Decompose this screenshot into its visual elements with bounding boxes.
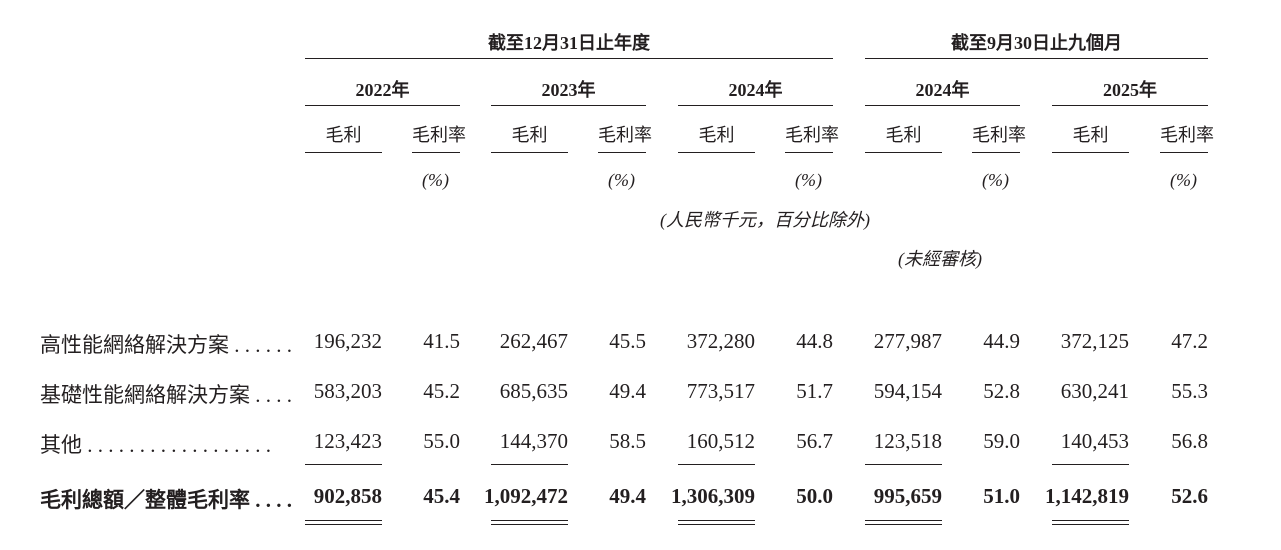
year-rule-2024-fy — [678, 105, 833, 106]
table-cell-total: 995,659 — [873, 484, 942, 508]
subtotal-rule — [491, 464, 568, 465]
percent-unit-2023: (%) — [608, 170, 635, 190]
header-nine-months-group: 截至9月30日止九個月 — [951, 33, 1122, 53]
table-cell: 44.8 — [796, 329, 833, 353]
table-cell: 262,467 — [499, 329, 568, 353]
subheader-gross-margin-2024-9m: 毛利率 — [972, 125, 1026, 145]
table-cell: 372,125 — [1060, 329, 1129, 353]
table-cell: 44.9 — [983, 329, 1020, 353]
year-rule-2022 — [305, 105, 460, 106]
percent-unit-2022: (%) — [422, 170, 449, 190]
total-double-rule — [865, 520, 942, 525]
subheader-rule — [678, 152, 755, 153]
table-cell: 58.5 — [609, 429, 646, 453]
unaudited-note: (未經審核) — [898, 249, 982, 269]
table-cell: 59.0 — [983, 429, 1020, 453]
table-cell: 55.3 — [1171, 379, 1208, 403]
table-cell: 56.8 — [1171, 429, 1208, 453]
year-header-2023: 2023年 — [541, 80, 596, 100]
year-header-2024-fy: 2024年 — [728, 80, 783, 100]
row-label-high-performance: 高性能網絡解決方案 . . . . . . — [40, 333, 292, 357]
table-cell-total: 902,858 — [313, 484, 382, 508]
table-cell: 47.2 — [1171, 329, 1208, 353]
table-cell: 630,241 — [1060, 379, 1129, 403]
subheader-rule — [305, 152, 382, 153]
subheader-gross-profit-2023: 毛利 — [511, 125, 548, 145]
subtotal-rule — [305, 464, 382, 465]
subheader-gross-profit-2024-fy: 毛利 — [698, 125, 735, 145]
table-cell-total: 45.4 — [423, 484, 460, 508]
total-double-rule — [491, 520, 568, 525]
table-cell-total: 49.4 — [609, 484, 646, 508]
subheader-rule — [972, 152, 1020, 153]
subheader-rule — [785, 152, 833, 153]
subheader-rule — [491, 152, 568, 153]
percent-unit-2024-9m: (%) — [982, 170, 1009, 190]
header-nine-months-rule — [865, 58, 1208, 59]
subheader-rule — [598, 152, 646, 153]
subheader-rule — [1052, 152, 1129, 153]
subheader-gross-profit-2025-9m: 毛利 — [1072, 125, 1109, 145]
total-double-rule — [305, 520, 382, 525]
table-cell-total: 1,306,309 — [671, 484, 755, 508]
row-label-total: 毛利總額／整體毛利率 . . . . — [40, 488, 292, 512]
table-cell: 49.4 — [609, 379, 646, 403]
table-cell-total: 52.6 — [1171, 484, 1208, 508]
subheader-rule — [412, 152, 460, 153]
row-label-basic-performance: 基礎性能網絡解決方案 . . . . — [40, 383, 292, 407]
table-cell: 51.7 — [796, 379, 833, 403]
percent-unit-2024-fy: (%) — [795, 170, 822, 190]
subheader-rule — [865, 152, 942, 153]
total-double-rule — [1052, 520, 1129, 525]
table-cell-total: 1,092,472 — [484, 484, 568, 508]
year-header-2022: 2022年 — [355, 80, 410, 100]
table-cell-total: 51.0 — [983, 484, 1020, 508]
table-cell: 144,370 — [499, 429, 568, 453]
table-cell: 41.5 — [423, 329, 460, 353]
subheader-gross-margin-2025-9m: 毛利率 — [1160, 125, 1214, 145]
table-cell: 56.7 — [796, 429, 833, 453]
subheader-gross-margin-2023: 毛利率 — [598, 125, 652, 145]
year-rule-2024-9m — [865, 105, 1020, 106]
table-cell: 55.0 — [423, 429, 460, 453]
subheader-rule — [1160, 152, 1208, 153]
table-cell: 594,154 — [873, 379, 942, 403]
table-cell-total: 1,142,819 — [1045, 484, 1129, 508]
header-year-end-group: 截至12月31日止年度 — [488, 33, 650, 53]
year-rule-2025-9m — [1052, 105, 1208, 106]
header-year-end-rule — [305, 58, 833, 59]
subheader-gross-margin-2022: 毛利率 — [412, 125, 466, 145]
table-cell: 52.8 — [983, 379, 1020, 403]
total-double-rule — [678, 520, 755, 525]
subheader-gross-profit-2024-9m: 毛利 — [885, 125, 922, 145]
subheader-gross-margin-2024-fy: 毛利率 — [785, 125, 839, 145]
year-header-2024-9m: 2024年 — [915, 80, 970, 100]
percent-unit-2025-9m: (%) — [1170, 170, 1197, 190]
table-cell: 583,203 — [313, 379, 382, 403]
row-label-others: 其他 . . . . . . . . . . . . . . . . . . — [40, 433, 271, 457]
table-cell: 45.2 — [423, 379, 460, 403]
table-cell: 140,453 — [1060, 429, 1129, 453]
table-cell: 685,635 — [499, 379, 568, 403]
table-cell: 45.5 — [609, 329, 646, 353]
table-cell: 196,232 — [313, 329, 382, 353]
year-rule-2023 — [491, 105, 646, 106]
table-cell: 123,518 — [873, 429, 942, 453]
table-cell: 160,512 — [686, 429, 755, 453]
unit-note: (人民幣千元，百分比除外) — [660, 210, 870, 230]
subtotal-rule — [865, 464, 942, 465]
subtotal-rule — [1052, 464, 1129, 465]
table-cell: 773,517 — [686, 379, 755, 403]
subtotal-rule — [678, 464, 755, 465]
table-cell-total: 50.0 — [796, 484, 833, 508]
table-cell: 372,280 — [686, 329, 755, 353]
table-cell: 123,423 — [313, 429, 382, 453]
subheader-gross-profit-2022: 毛利 — [325, 125, 362, 145]
table-cell: 277,987 — [873, 329, 942, 353]
year-header-2025-9m: 2025年 — [1103, 80, 1157, 100]
